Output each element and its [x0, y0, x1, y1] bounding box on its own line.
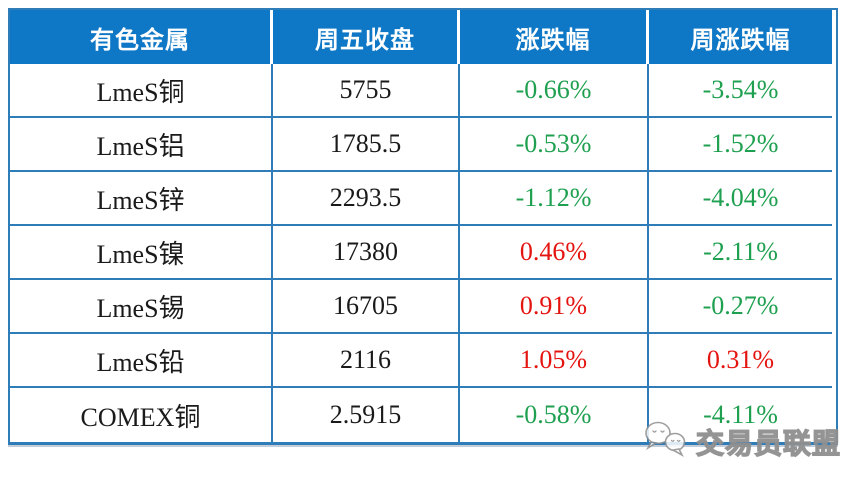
close-value: 16705: [273, 280, 460, 334]
weekly-change-value: -1.52%: [649, 118, 832, 172]
table-row: LmeS锌 2293.5 -1.12% -4.04%: [10, 172, 836, 226]
metals-price-table: 有色金属 周五收盘 涨跌幅 周涨跌幅 LmeS铜 5755 -0.66% -3.…: [8, 8, 838, 445]
close-value: 2293.5: [273, 172, 460, 226]
change-value: -0.58%: [460, 388, 649, 442]
header-metal: 有色金属: [10, 10, 273, 64]
header-weekly-change: 周涨跌幅: [649, 10, 832, 64]
change-value: -0.53%: [460, 118, 649, 172]
metal-name: LmeS锡: [10, 280, 273, 334]
table-row: LmeS铅 2116 1.05% 0.31%: [10, 334, 836, 388]
table-row: LmeS锡 16705 0.91% -0.27%: [10, 280, 836, 334]
metal-name: LmeS铝: [10, 118, 273, 172]
header-friday-close: 周五收盘: [273, 10, 460, 64]
change-value: 1.05%: [460, 334, 649, 388]
close-value: 1785.5: [273, 118, 460, 172]
metal-name: LmeS锌: [10, 172, 273, 226]
table-row: LmeS铜 5755 -0.66% -3.54%: [10, 64, 836, 118]
table-row: COMEX铜 2.5915 -0.58% -4.11%: [10, 388, 836, 442]
weekly-change-value: -4.11%: [649, 388, 832, 442]
close-value: 2116: [273, 334, 460, 388]
header-change: 涨跌幅: [460, 10, 649, 64]
table-row: LmeS铝 1785.5 -0.53% -1.52%: [10, 118, 836, 172]
change-value: -1.12%: [460, 172, 649, 226]
change-value: 0.91%: [460, 280, 649, 334]
weekly-change-value: 0.31%: [649, 334, 832, 388]
table-row: LmeS镍 17380 0.46% -2.11%: [10, 226, 836, 280]
close-value: 2.5915: [273, 388, 460, 442]
change-value: -0.66%: [460, 64, 649, 118]
metal-name: LmeS镍: [10, 226, 273, 280]
close-value: 17380: [273, 226, 460, 280]
weekly-change-value: -4.04%: [649, 172, 832, 226]
metal-name: LmeS铅: [10, 334, 273, 388]
table-header-row: 有色金属 周五收盘 涨跌幅 周涨跌幅: [10, 10, 836, 64]
weekly-change-value: -0.27%: [649, 280, 832, 334]
metal-name: COMEX铜: [10, 388, 273, 442]
metal-name: LmeS铜: [10, 64, 273, 118]
close-value: 5755: [273, 64, 460, 118]
weekly-change-value: -2.11%: [649, 226, 832, 280]
change-value: 0.46%: [460, 226, 649, 280]
weekly-change-value: -3.54%: [649, 64, 832, 118]
